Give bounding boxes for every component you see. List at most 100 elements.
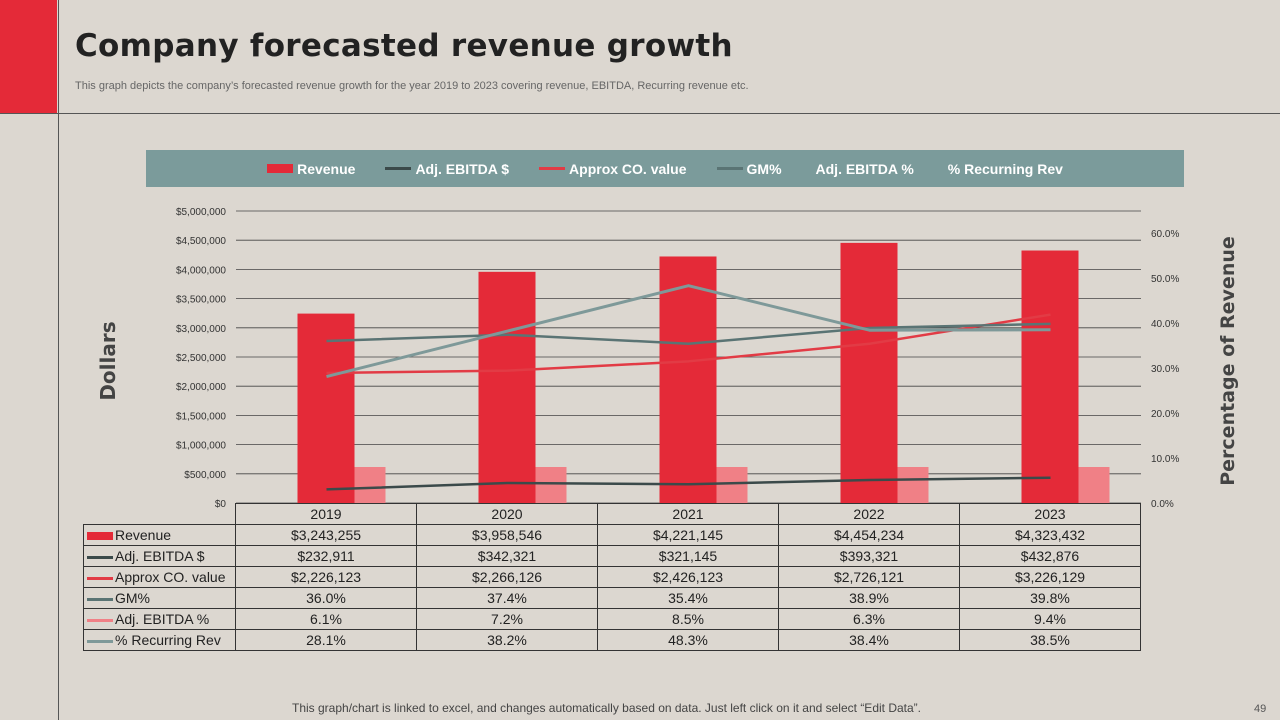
legend-key-approx-co-value [539, 167, 566, 170]
table-corner [83, 503, 236, 525]
y-tick-label-right: 50.0% [1151, 274, 1179, 285]
bar-revenue [1021, 250, 1079, 503]
legend-item-gm-pct[interactable]: GM% [716, 161, 782, 177]
legend-label-revenue: Revenue [297, 160, 356, 177]
table-row: Approx CO. value $2,226,123 $2,266,126 $2,4… [83, 566, 1141, 588]
y-tick-label-left: $2,500,000 [176, 353, 226, 364]
table-row: GM% 36.0% 37.4% 35.4% 38.9% 39.8% [83, 587, 1141, 609]
table-row-label: Approx CO. value [83, 566, 236, 588]
data-label: $2,226,123 [235, 566, 417, 588]
table-row-label: Adj. EBITDA $ [83, 545, 236, 567]
legend-item-approx-co-value[interactable]: Approx CO. value [539, 160, 687, 177]
data-label: $2,726,121 [778, 566, 960, 588]
y-tick-label-right: 40.0% [1151, 319, 1179, 330]
y-tick-label-right: 60.0% [1151, 229, 1179, 240]
table-row-label-text: Adj. EBITDA % [115, 611, 210, 627]
data-label: $3,243,255 [235, 524, 417, 546]
table-legend-key [87, 618, 113, 622]
line-adj-ebitda-usd [326, 476, 1051, 491]
y-tick-label-left: $500,000 [184, 470, 226, 481]
y-tick-label-left: $4,000,000 [176, 265, 226, 276]
legend-item-adj-ebitda-pct[interactable]: Adj. EBITDA % [812, 161, 914, 177]
legend-key-adj-ebitda-usd [385, 167, 412, 170]
data-label: $3,226,129 [959, 566, 1141, 588]
page-number: 49 [1254, 703, 1267, 715]
legend-label-adj-ebitda-usd: Adj. EBITDA $ [415, 160, 510, 177]
table-row-label-text: Adj. EBITDA $ [115, 548, 205, 564]
y-tick-label-right: 10.0% [1151, 454, 1179, 465]
data-label: 9.4% [959, 608, 1141, 630]
x-tick-label: 2020 [416, 503, 598, 525]
table-legend-key [87, 555, 113, 559]
table-row-label-text: % Recurring Rev [115, 632, 221, 648]
data-label: $3,958,546 [416, 524, 598, 546]
bar-revenue [297, 313, 355, 503]
x-tick-label: 2021 [597, 503, 779, 525]
legend-item-recurring-rev[interactable]: % Recurning Rev [944, 161, 1063, 177]
x-tick-label: 2022 [778, 503, 960, 525]
data-label: $321,145 [597, 545, 779, 567]
data-label: $2,426,123 [597, 566, 779, 588]
y-tick-label-right: 20.0% [1151, 409, 1179, 420]
x-tick-label: 2019 [235, 503, 417, 525]
table-row-label: Adj. EBITDA % [83, 608, 236, 630]
data-label: $232,911 [235, 545, 417, 567]
data-label: 28.1% [235, 629, 417, 651]
table-legend-key [87, 532, 113, 541]
footer-note: This graph/chart is linked to excel, and… [292, 701, 921, 715]
accent-block [0, 0, 57, 113]
legend-item-revenue[interactable]: Revenue [267, 161, 355, 177]
line-approx-co-value [326, 313, 1051, 375]
table-row-label: Revenue [83, 524, 236, 546]
table-legend-key [87, 597, 113, 601]
table-row: Revenue $3,243,255 $3,958,546 $4,221,145 $4,… [83, 524, 1141, 546]
data-label: 37.4% [416, 587, 598, 609]
x-tick-label: 2023 [959, 503, 1141, 525]
line-recurring-rev [326, 284, 1051, 379]
legend-item-adj-ebitda-usd[interactable]: Adj. EBITDA $ [385, 161, 509, 177]
data-label: $393,321 [778, 545, 960, 567]
data-label: $432,876 [959, 545, 1141, 567]
bar-revenue [478, 271, 536, 503]
data-label: 38.4% [778, 629, 960, 651]
data-table: 2019 2020 2021 2022 2023 Revenue $3,243,255 $3,… [83, 503, 1141, 651]
table-header-row: 2019 2020 2021 2022 2023 [83, 503, 1141, 525]
data-label: 39.8% [959, 587, 1141, 609]
data-label: $342,321 [416, 545, 598, 567]
data-label: 48.3% [597, 629, 779, 651]
data-label: 36.0% [235, 587, 417, 609]
table-row: Adj. EBITDA % 6.1% 7.2% 8.5% 6.3% 9.4% [83, 608, 1141, 630]
data-label: 6.1% [235, 608, 417, 630]
table-row: Adj. EBITDA $ $232,911 $342,321 $321,145 $39… [83, 545, 1141, 567]
data-label: $2,266,126 [416, 566, 598, 588]
table-legend-key [87, 576, 113, 580]
data-label: 6.3% [778, 608, 960, 630]
table-row-label-text: Revenue [115, 527, 172, 543]
y-tick-label-left: $1,000,000 [176, 441, 226, 452]
y-tick-label-left: $2,000,000 [176, 382, 226, 393]
table-row-label: GM% [83, 587, 236, 609]
vertical-divider [58, 0, 59, 720]
page-title: Company forecasted revenue growth [75, 28, 733, 64]
y-tick-label-left: $5,000,000 [176, 207, 226, 218]
legend-label-adj-ebitda-pct: Adj. EBITDA % [815, 160, 914, 177]
y-tick-label-left: $3,000,000 [176, 324, 226, 335]
table-row-label-text: Approx CO. value [115, 569, 226, 585]
data-label: 8.5% [597, 608, 779, 630]
legend-label-approx-co-value: Approx CO. value [569, 160, 687, 177]
table-row: % Recurring Rev 28.1% 38.2% 48.3% 38.4% 38.5% [83, 629, 1141, 651]
y-tick-label-right: 30.0% [1151, 364, 1179, 375]
y-tick-label-left: $1,500,000 [176, 411, 226, 422]
legend-key-revenue [267, 164, 294, 173]
data-label: 38.5% [959, 629, 1141, 651]
data-label: 35.4% [597, 587, 779, 609]
table-row-label: % Recurring Rev [83, 629, 236, 651]
data-label: $4,454,234 [778, 524, 960, 546]
data-label: $4,323,432 [959, 524, 1141, 546]
bar-revenue [659, 256, 717, 503]
y-tick-label-left: $3,500,000 [176, 295, 226, 306]
legend-label-recurring-rev: % Recurning Rev [947, 160, 1063, 177]
bar-revenue [840, 242, 898, 503]
y-tick-label-right: 0.0% [1151, 499, 1174, 510]
y-tick-label-left: $4,500,000 [176, 236, 226, 247]
